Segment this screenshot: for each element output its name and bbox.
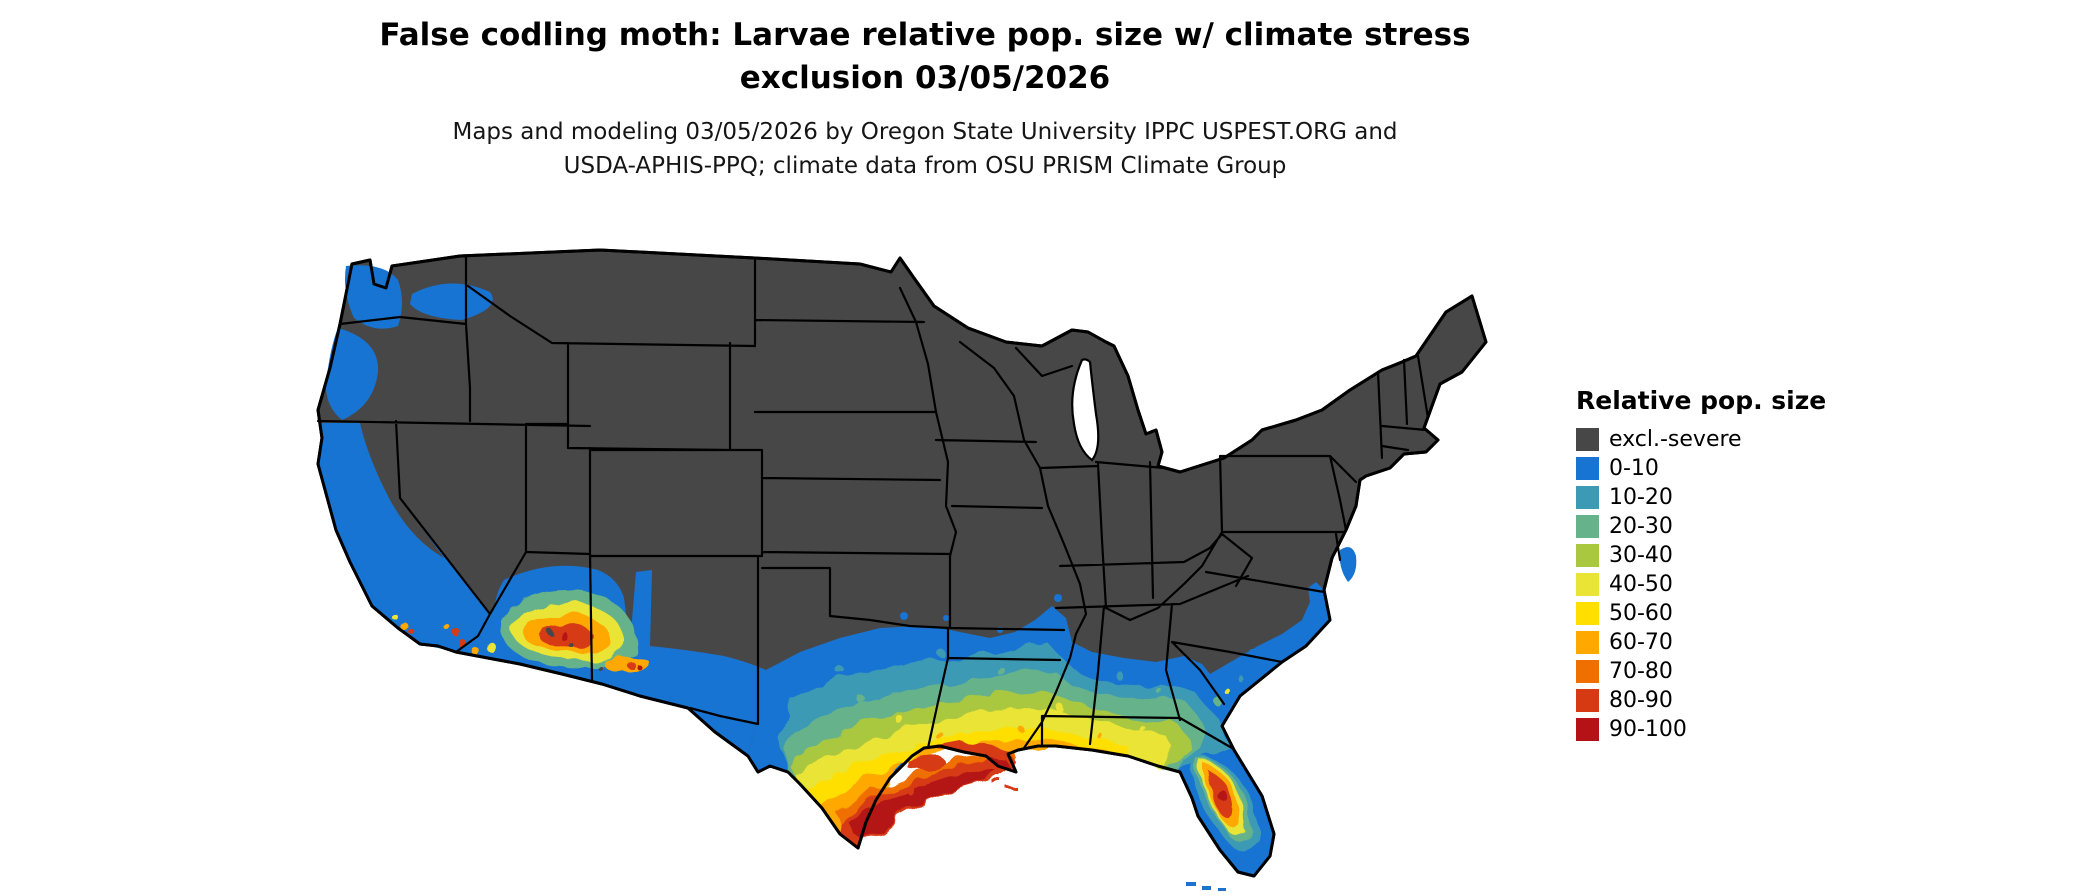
legend-item: excl.-severe bbox=[1576, 427, 1846, 452]
legend-swatch bbox=[1576, 631, 1599, 654]
legend-swatch bbox=[1576, 689, 1599, 712]
legend-label: 10-20 bbox=[1609, 485, 1673, 510]
legend-item: 30-40 bbox=[1576, 543, 1846, 568]
legend-swatch bbox=[1576, 428, 1599, 451]
legend-title: Relative pop. size bbox=[1576, 386, 1827, 415]
legend-label: 30-40 bbox=[1609, 543, 1673, 568]
legend-label: 40-50 bbox=[1609, 572, 1673, 597]
legend-item: 10-20 bbox=[1576, 485, 1846, 510]
legend-swatch bbox=[1576, 660, 1599, 683]
great-lakes bbox=[1071, 358, 1100, 462]
legend-label: 20-30 bbox=[1609, 514, 1673, 539]
page-title: False codling moth: Larvae relative pop.… bbox=[0, 14, 1850, 100]
legend-label: excl.-severe bbox=[1609, 427, 1742, 452]
legend: Relative pop. size excl.-severe 0-10 10-20… bbox=[1576, 386, 1846, 746]
title-line-2: exclusion 03/05/2026 bbox=[739, 60, 1111, 96]
legend-swatch bbox=[1576, 515, 1599, 538]
national-outline bbox=[316, 248, 1488, 878]
legend-item: 90-100 bbox=[1576, 717, 1846, 742]
legend-item: 50-60 bbox=[1576, 601, 1846, 626]
legend-swatch bbox=[1576, 718, 1599, 741]
legend-items: excl.-severe 0-10 10-20 20-30 30-40 40-50 50-6… bbox=[1576, 427, 1846, 742]
subtitle-line-1: Maps and modeling 03/05/2026 by Oregon S… bbox=[452, 119, 1398, 145]
state-borders bbox=[316, 255, 1430, 750]
legend-label: 80-90 bbox=[1609, 688, 1673, 713]
legend-item: 80-90 bbox=[1576, 688, 1846, 713]
legend-item: 20-30 bbox=[1576, 514, 1846, 539]
legend-swatch bbox=[1576, 544, 1599, 567]
legend-label: 60-70 bbox=[1609, 630, 1673, 655]
legend-label: 0-10 bbox=[1609, 456, 1659, 481]
subtitle-line-2: USDA-APHIS-PPQ; climate data from OSU PR… bbox=[563, 153, 1287, 179]
header: False codling moth: Larvae relative pop.… bbox=[0, 14, 1850, 183]
legend-label: 90-100 bbox=[1609, 717, 1687, 742]
legend-label: 70-80 bbox=[1609, 659, 1673, 684]
legend-swatch bbox=[1576, 457, 1599, 480]
page-subtitle: Maps and modeling 03/05/2026 by Oregon S… bbox=[0, 115, 1850, 183]
legend-item: 40-50 bbox=[1576, 572, 1846, 597]
legend-item: 0-10 bbox=[1576, 456, 1846, 481]
legend-swatch bbox=[1576, 573, 1599, 596]
legend-swatch bbox=[1576, 602, 1599, 625]
legend-item: 60-70 bbox=[1576, 630, 1846, 655]
overlay-gray-patches bbox=[360, 423, 444, 558]
title-line-1: False codling moth: Larvae relative pop.… bbox=[379, 17, 1471, 53]
us-map-svg bbox=[316, 248, 1488, 891]
legend-label: 50-60 bbox=[1609, 601, 1673, 626]
us-map bbox=[300, 200, 1540, 892]
legend-item: 70-80 bbox=[1576, 659, 1846, 684]
legend-swatch bbox=[1576, 486, 1599, 509]
